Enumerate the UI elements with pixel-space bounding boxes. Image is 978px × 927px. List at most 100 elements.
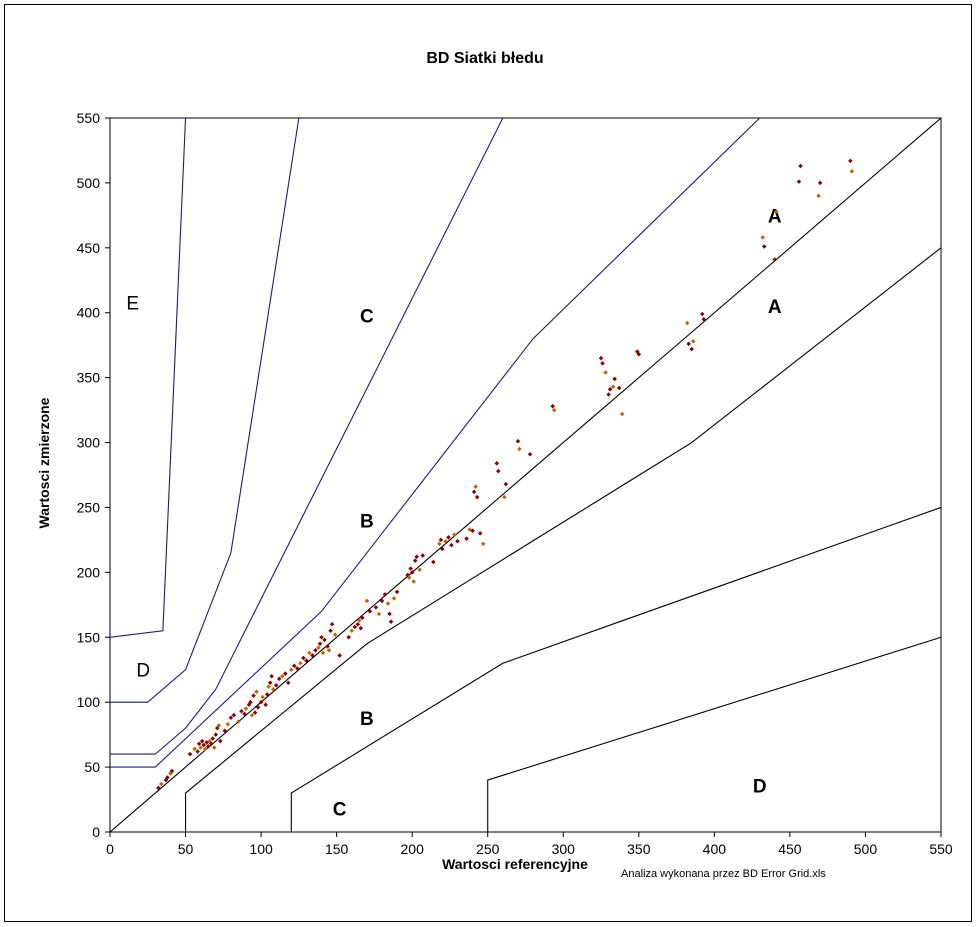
data-point: [357, 618, 362, 623]
data-point: [689, 346, 694, 352]
zone-line-upper-c: [110, 117, 504, 755]
data-point: [317, 641, 323, 647]
x-tick-label: 500: [854, 841, 878, 857]
data-point: [477, 531, 483, 536]
data-point: [417, 567, 422, 573]
data-point: [270, 686, 276, 692]
data-point: [394, 589, 400, 595]
zone-label-b: B: [360, 709, 374, 730]
data-point: [686, 341, 691, 347]
data-point: [205, 744, 211, 749]
y-tick-label: 200: [77, 564, 101, 580]
data-point: [316, 645, 321, 650]
data-point: [249, 712, 255, 718]
data-point: [211, 745, 217, 750]
data-point: [239, 709, 244, 714]
data-point: [295, 666, 300, 671]
data-point: [606, 392, 611, 397]
data-point: [373, 605, 379, 610]
data-point: [387, 611, 392, 617]
x-tick-label: 100: [249, 841, 273, 857]
data-point: [550, 403, 555, 409]
data-point: [251, 693, 256, 698]
data-point: [385, 601, 391, 606]
data-point: [276, 676, 282, 682]
data-point: [600, 361, 605, 366]
x-tick-label: 250: [476, 841, 500, 857]
data-point: [382, 592, 388, 597]
data-point: [310, 653, 315, 658]
data-point: [298, 660, 303, 666]
data-point: [684, 320, 690, 326]
zone-line-upper-d: [110, 117, 300, 703]
data-point: [502, 494, 507, 500]
data-point: [273, 683, 279, 688]
data-point: [264, 692, 270, 697]
data-point: [322, 637, 327, 643]
x-tick-label: 0: [106, 841, 114, 857]
data-point: [202, 746, 208, 752]
x-tick-label: 150: [325, 841, 349, 857]
data-point: [228, 715, 234, 721]
zone-line-upper-a: [109, 117, 942, 833]
data-point: [313, 647, 318, 653]
zone-line-lower-a: [184, 247, 942, 832]
y-tick-label: 400: [77, 305, 101, 321]
data-point: [159, 781, 164, 787]
zone-line-lower-b: [290, 506, 942, 832]
y-tick-label: 50: [84, 759, 100, 775]
data-point: [337, 653, 342, 658]
data-point: [412, 558, 418, 563]
data-point: [325, 644, 330, 649]
data-point: [610, 384, 616, 389]
data-point: [358, 625, 364, 631]
y-tick-label: 150: [77, 629, 101, 645]
zone-line-upper-e: [109, 117, 187, 638]
data-point: [252, 710, 258, 715]
data-point: [849, 168, 855, 174]
data-point: [349, 628, 355, 634]
x-axis-label: Wartosci referencyjne: [442, 856, 588, 872]
data-point: [187, 751, 193, 757]
x-tick-label: 350: [627, 841, 651, 857]
data-point: [772, 257, 778, 262]
data-point: [437, 541, 442, 547]
y-tick-label: 550: [77, 110, 101, 126]
data-point: [619, 411, 625, 417]
data-point: [700, 311, 705, 317]
zone-label-b: B: [360, 511, 374, 532]
data-point: [796, 179, 802, 184]
y-tick-label: 100: [77, 694, 101, 710]
data-point: [420, 553, 426, 558]
data-point: [848, 158, 853, 164]
data-point: [474, 494, 480, 500]
data-point: [455, 538, 460, 544]
data-point: [406, 575, 412, 580]
data-point: [414, 554, 419, 560]
data-point: [266, 684, 271, 689]
zone-line-upper-b: [110, 117, 761, 768]
zone-label-c: C: [333, 800, 347, 821]
data-point: [332, 632, 338, 637]
zone-label-d: D: [753, 776, 767, 797]
data-point: [616, 385, 622, 391]
data-point: [329, 622, 335, 627]
data-point: [260, 694, 265, 700]
y-tick-label: 500: [77, 175, 101, 191]
x-tick-label: 50: [178, 841, 194, 857]
data-point: [464, 536, 469, 541]
data-point: [263, 702, 268, 708]
data-points: [156, 158, 855, 791]
zone-label-c: C: [360, 306, 374, 327]
y-tick-label: 250: [77, 499, 101, 515]
data-point: [452, 532, 457, 537]
data-point: [196, 741, 202, 746]
data-point: [388, 619, 394, 624]
data-point: [225, 721, 231, 727]
data-point: [367, 609, 373, 614]
error-grid-chart: BD Siatki błedu E D C B A A B C D 0 50 100 150 200 25…: [36, 50, 953, 880]
data-point: [376, 611, 382, 617]
data-point: [515, 438, 521, 444]
data-point: [379, 598, 385, 604]
data-point: [346, 635, 351, 640]
